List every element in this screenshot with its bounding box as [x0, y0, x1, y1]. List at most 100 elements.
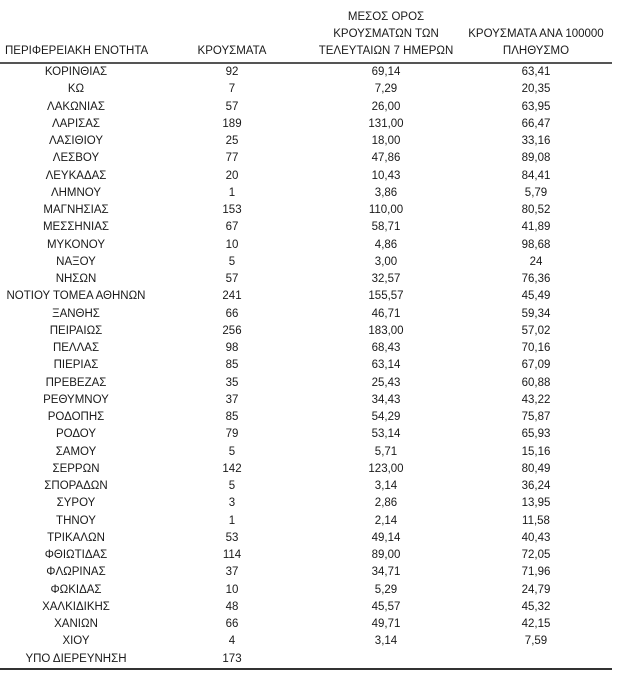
- region-cell: ΚΩ: [67, 83, 85, 96]
- cases-cell: 114: [222, 549, 242, 562]
- per100k-cell: 11,58: [522, 514, 550, 527]
- table-row: ΣΑΜΟΥ 5 5,71 15,16: [0, 444, 612, 461]
- avg-cell: 47,86: [371, 152, 401, 165]
- avg-cell: 5,29: [374, 583, 398, 596]
- avg-cell: 3,86: [374, 186, 398, 199]
- per100k-cell: 7,59: [524, 635, 548, 648]
- region-cell: ΤΡΙΚΑΛΩΝ: [47, 531, 105, 544]
- table-row: ΣΕΡΡΩΝ 142 123,00 80,49: [0, 461, 612, 478]
- cases-cell: 85: [225, 411, 239, 424]
- cases-cell: 10: [225, 238, 239, 251]
- region-cell: ΛΑΚΩΝΙΑΣ: [47, 100, 105, 113]
- cases-cell: 53: [225, 531, 239, 544]
- table-row: ΣΥΡΟΥ 3 2,86 13,95: [0, 495, 612, 512]
- region-cell: ΠΡΕΒΕΖΑΣ: [45, 376, 107, 389]
- avg-cell: 68,43: [371, 342, 401, 355]
- cases-cell: 5: [228, 255, 236, 268]
- cases-cell: 57: [225, 273, 239, 286]
- avg-cell: 2,86: [374, 497, 398, 510]
- region-cell: ΛΑΣΙΘΙΟΥ: [48, 135, 104, 148]
- avg-cell: 131,00: [368, 117, 404, 130]
- per100k-cell: 45,32: [521, 600, 551, 613]
- per100k-cell: 45,49: [521, 290, 551, 303]
- cases-cell: 241: [222, 290, 242, 303]
- region-cell: ΣΥΡΟΥ: [56, 497, 96, 510]
- avg-cell: [312, 650, 460, 670]
- region-cell: ΝΑΞΟΥ: [56, 255, 96, 268]
- avg-cell: 5,71: [374, 445, 398, 458]
- avg-cell: 2,14: [374, 514, 398, 527]
- header-avg-line1: ΜΕΣΟΣ ΟΡΟΣ: [347, 11, 425, 23]
- table-row: ΝΑΞΟΥ 5 3,00 24: [0, 254, 612, 271]
- avg-cell: 7,29: [374, 83, 398, 96]
- region-cell: ΛΕΥΚΑΔΑΣ: [45, 169, 107, 182]
- cases-cell: 153: [222, 204, 242, 217]
- cases-cell: 1: [228, 514, 236, 527]
- header-cases: ΚΡΟΥΣΜΑΤΑ: [152, 6, 312, 64]
- region-cell: ΣΕΡΡΩΝ: [52, 462, 100, 475]
- table-row: ΜΕΣΣΗΝΙΑΣ 67 58,71 41,89: [0, 219, 612, 236]
- per100k-cell: 41,89: [521, 221, 551, 234]
- avg-cell: 49,71: [371, 618, 401, 631]
- table-row: ΝΟΤΙΟΥ ΤΟΜΕΑ ΑΘΗΝΩΝ 241 155,57 45,49: [0, 288, 612, 305]
- cases-cell: 173: [152, 650, 312, 670]
- cases-cell: 5: [228, 445, 236, 458]
- region-cell: ΝΗΣΩΝ: [55, 273, 97, 286]
- avg-cell: 26,00: [371, 100, 401, 113]
- avg-cell: 58,71: [371, 221, 401, 234]
- table-row: ΣΠΟΡΑΔΩΝ 5 3,14 36,24: [0, 478, 612, 495]
- avg-cell: 63,14: [371, 359, 401, 372]
- per100k-cell: 66,47: [521, 117, 551, 130]
- table-row: ΦΩΚΙΔΑΣ 10 5,29 24,79: [0, 582, 612, 599]
- header-avg-line2: ΚΡΟΥΣΜΑΤΩΝ ΤΩΝ: [333, 28, 439, 40]
- header-per-100k: ΚΡΟΥΣΜΑΤΑ ΑΝΑ 100000 ΠΛΗΘΥΣΜΟ: [460, 6, 612, 64]
- table-row: ΠΙΕΡΙΑΣ 85 63,14 67,09: [0, 357, 612, 374]
- region-cell: ΠΙΕΡΙΑΣ: [53, 359, 99, 372]
- cases-cell: 85: [225, 359, 239, 372]
- per100k-cell: 24: [529, 255, 543, 268]
- cases-cell: 35: [225, 376, 239, 389]
- table-row: ΠΡΕΒΕΖΑΣ 35 25,43 60,88: [0, 375, 612, 392]
- avg-cell: 89,00: [371, 549, 401, 562]
- table-row: ΛΕΥΚΑΔΑΣ 20 10,43 84,41: [0, 168, 612, 185]
- region-cell: ΜΥΚΟΝΟΥ: [46, 238, 106, 251]
- region-cell: ΦΛΩΡΙΝΑΣ: [46, 566, 106, 579]
- header-region: ΠΕΡΙΦΕΡΕΙΑΚΗ ΕΝΟΤΗΤΑ: [0, 6, 152, 64]
- per100k-cell: 65,93: [521, 428, 551, 441]
- region-cell: ΤΗΝΟΥ: [56, 514, 96, 527]
- per100k-cell: 70,16: [521, 342, 551, 355]
- table-row: ΚΩ 7 7,29 20,35: [0, 81, 612, 98]
- avg-cell: 45,57: [371, 600, 401, 613]
- per100k-cell: 40,43: [521, 531, 551, 544]
- cases-cell: 92: [225, 66, 239, 79]
- per100k-cell: 75,87: [521, 411, 551, 424]
- region-cell: ΛΑΡΙΣΑΣ: [51, 117, 101, 130]
- per100k-cell: 15,16: [521, 445, 551, 458]
- region-cell: ΞΑΝΘΗΣ: [52, 307, 100, 320]
- region-cell: ΝΟΤΙΟΥ ΤΟΜΕΑ ΑΘΗΝΩΝ: [6, 290, 146, 303]
- cases-cell: 256: [222, 324, 242, 337]
- table-row: ΛΑΡΙΣΑΣ 189 131,00 66,47: [0, 116, 612, 133]
- avg-cell: 110,00: [368, 204, 404, 217]
- table-row: ΛΑΣΙΘΙΟΥ 25 18,00 33,16: [0, 133, 612, 150]
- region-cell: ΛΕΣΒΟΥ: [52, 152, 100, 165]
- per100k-cell: 42,15: [521, 618, 551, 631]
- avg-cell: 49,14: [371, 531, 401, 544]
- per100k-cell: 63,95: [521, 100, 551, 113]
- table-row: ΥΠΟ ΔΙΕΡΕΥΝΗΣΗ 173: [0, 650, 612, 670]
- table-row: ΤΗΝΟΥ 1 2,14 11,58: [0, 513, 612, 530]
- cases-cell: 57: [225, 100, 239, 113]
- table-row: ΛΗΜΝΟΥ 1 3,86 5,79: [0, 185, 612, 202]
- avg-cell: 54,29: [371, 411, 401, 424]
- avg-cell: 123,00: [368, 462, 404, 475]
- cases-cell: 7: [228, 83, 236, 96]
- header-per100k-line2: ΠΛΗΘΥΣΜΟ: [502, 45, 570, 57]
- cases-cell: 77: [225, 152, 239, 165]
- per100k-cell: 84,41: [521, 169, 551, 182]
- cases-cell: 5: [228, 480, 236, 493]
- cases-cell: 67: [225, 221, 239, 234]
- table-row: ΦΛΩΡΙΝΑΣ 37 34,71 71,96: [0, 564, 612, 581]
- region-cell: ΥΠΟ ΔΙΕΡΕΥΝΗΣΗ: [0, 650, 152, 670]
- region-cell: ΡΕΘΥΜΝΟΥ: [43, 393, 109, 406]
- region-cell: ΜΕΣΣΗΝΙΑΣ: [42, 221, 110, 234]
